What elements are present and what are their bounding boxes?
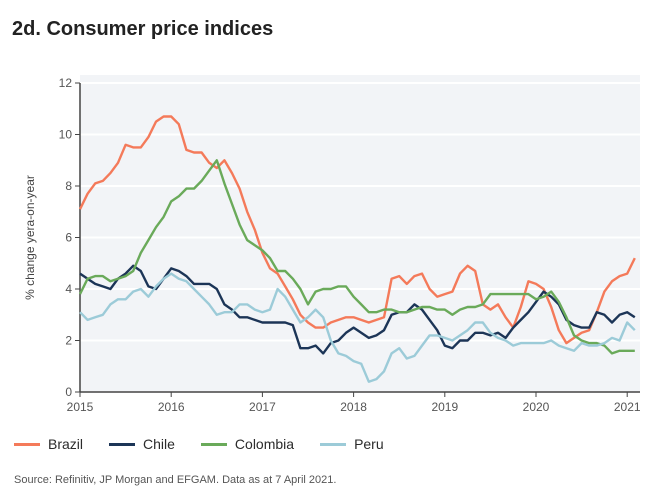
x-tick-label: 2017 (249, 400, 276, 414)
series-line-colombia (78, 159, 635, 355)
y-tick-label: 8 (65, 179, 72, 193)
legend-label: Peru (354, 436, 384, 452)
series-line-chile (79, 264, 636, 355)
line-chart: 0 2 4 6 8 10 12 2015 2016 2017 2018 2019 2020 2021 % c… (23, 75, 641, 414)
source-note: Source: Refinitiv, JP Morgan and EFGAM. … (14, 474, 337, 486)
plot-background (80, 75, 640, 392)
legend-item-peru: Peru (320, 436, 384, 452)
chart-title: 2d. Consumer price indices (12, 18, 274, 40)
legend-swatch (109, 442, 136, 446)
y-tick-label: 12 (59, 76, 73, 90)
x-tick-label: 2018 (340, 400, 367, 414)
legend-label: Brazil (48, 436, 84, 452)
legend-label: Colombia (234, 436, 295, 452)
series-line-brazil (78, 115, 636, 345)
legend-swatch (14, 442, 40, 446)
legend: Brazil Chile Colombia Peru (14, 436, 384, 452)
legend-swatch (320, 442, 347, 446)
y-tick-label: 2 (65, 334, 72, 348)
legend-item-colombia: Colombia (200, 436, 295, 452)
x-tick-label: 2015 (67, 400, 94, 414)
y-axis-label: % change yera-on-year (23, 175, 37, 300)
legend-item-brazil: Brazil (14, 436, 83, 452)
x-tick-label: 2020 (523, 400, 550, 414)
x-tick-label: 2021 (614, 400, 641, 414)
y-tick-label: 6 (65, 231, 72, 245)
x-tick-label: 2019 (431, 400, 458, 414)
x-tick-label: 2016 (158, 400, 185, 414)
series-line-peru (79, 272, 636, 383)
y-tick-label: 10 (59, 128, 73, 142)
legend-label: Chile (143, 436, 175, 452)
y-tick-label: 4 (65, 282, 72, 296)
y-tick-label: 0 (65, 385, 72, 399)
legend-item-chile: Chile (109, 436, 175, 452)
legend-swatch (200, 442, 227, 446)
